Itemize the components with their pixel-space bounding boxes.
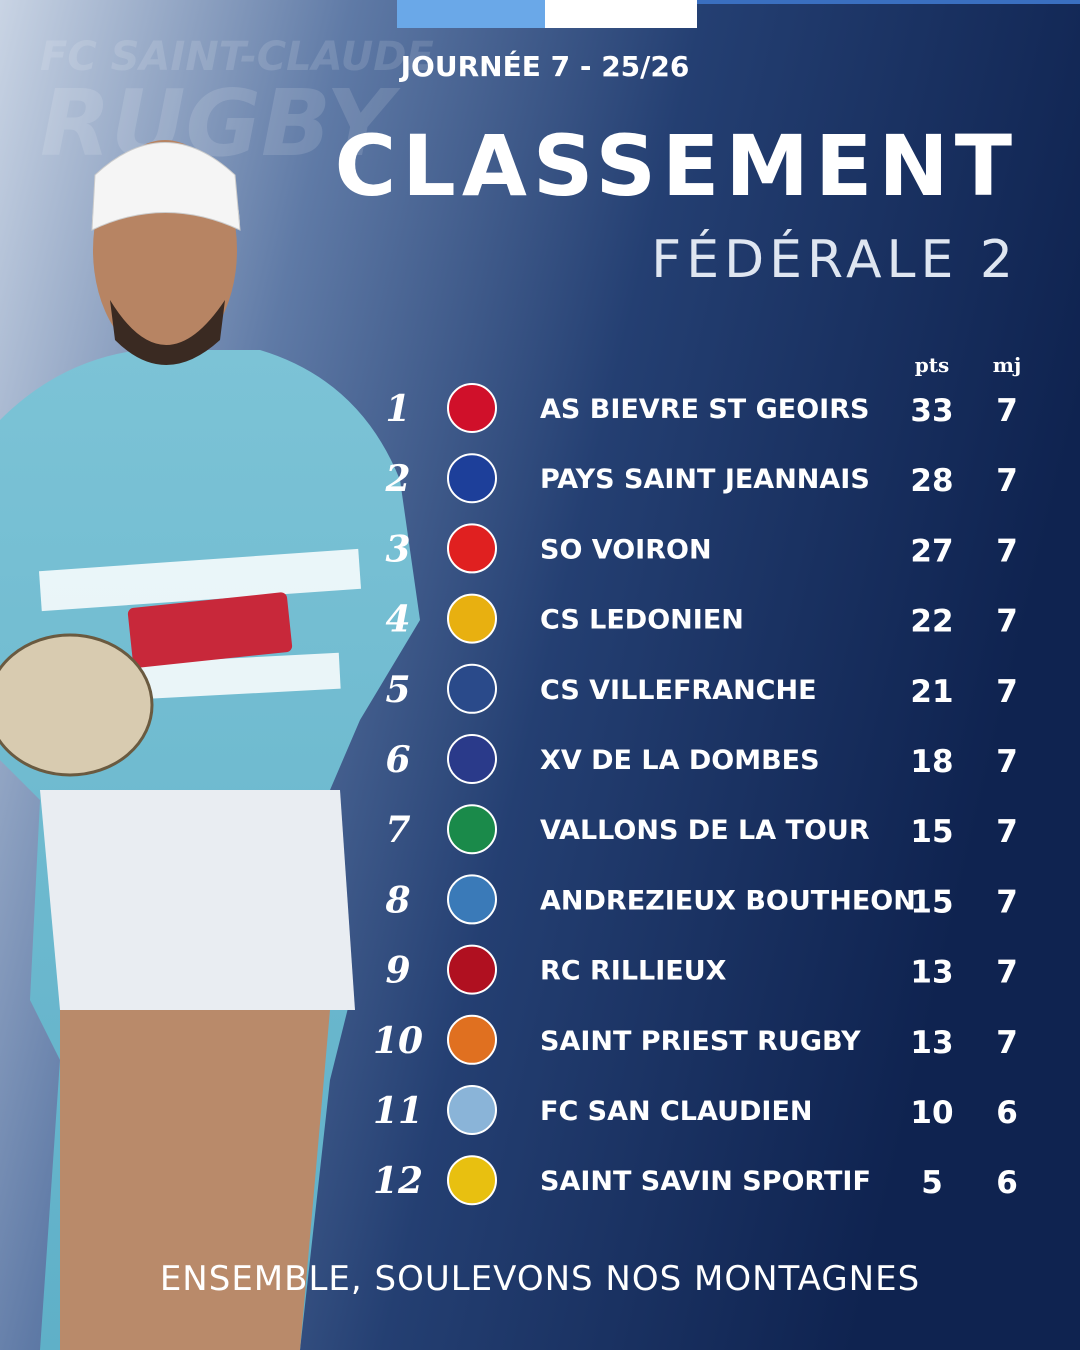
player-photo xyxy=(0,140,420,1350)
points: 18 xyxy=(910,744,953,780)
points: 15 xyxy=(910,814,953,850)
rank: 3 xyxy=(385,528,410,570)
rank: 4 xyxy=(385,599,410,641)
rank: 7 xyxy=(385,809,410,851)
team-name: SAINT PRIEST RUGBY xyxy=(540,1026,861,1057)
points: 15 xyxy=(910,884,953,920)
standings-row: 9 RC RILLIEUX 13 7 xyxy=(385,944,1018,995)
points: 5 xyxy=(921,1165,943,1201)
team-logo xyxy=(447,1014,497,1065)
team-name: SO VOIRON xyxy=(540,534,712,565)
standings-row: 3 SO VOIRON 27 7 xyxy=(385,523,1018,574)
rank: 5 xyxy=(385,669,410,711)
top-bar xyxy=(397,0,545,28)
rank: 10 xyxy=(373,1020,423,1062)
standings-table: pts mj 1 AS BIEVRE ST GEOIRS 33 7 2 PAYS SAINT … xyxy=(373,353,1021,1206)
subtitle: FÉDÉRALE 2 xyxy=(651,229,1018,290)
team-name: PAYS SAINT JEANNAIS xyxy=(540,464,870,495)
matches-played: 6 xyxy=(996,1095,1018,1131)
matches-played: 7 xyxy=(996,674,1018,710)
matches-played: 7 xyxy=(996,393,1018,429)
team-logo xyxy=(447,804,497,855)
matchday: JOURNÉE 7 - 25/26 xyxy=(399,49,690,83)
top-bar xyxy=(545,0,697,28)
matches-played: 7 xyxy=(996,814,1018,850)
matches-played: 7 xyxy=(996,744,1018,780)
team-name: CS VILLEFRANCHE xyxy=(540,675,817,706)
footer-slogan: ENSEMBLE, SOULEVONS NOS MONTAGNES xyxy=(160,1259,920,1299)
standings-row: 4 CS LEDONIEN 22 7 xyxy=(385,593,1018,644)
team-logo xyxy=(447,663,497,714)
team-logo xyxy=(447,1085,497,1135)
team-logo xyxy=(447,383,497,433)
team-logo xyxy=(447,944,497,995)
team-name: SAINT SAVIN SPORTIF xyxy=(540,1166,871,1197)
team-logo xyxy=(447,593,497,644)
watermark: FC SAINT-CLAUDE xyxy=(40,34,434,80)
standings-row: 10 SAINT PRIEST RUGBY 13 7 xyxy=(373,1014,1018,1065)
rank: 6 xyxy=(385,739,410,781)
points: 21 xyxy=(910,674,953,710)
team-name: ANDREZIEUX BOUTHEON xyxy=(540,885,916,916)
rank: 1 xyxy=(385,388,410,430)
team-logo xyxy=(447,523,497,574)
rank: 8 xyxy=(384,879,410,921)
team-logo xyxy=(447,453,497,504)
points: 22 xyxy=(910,604,953,640)
points: 33 xyxy=(910,393,953,429)
matches-played: 7 xyxy=(996,1025,1018,1061)
matches-played: 6 xyxy=(996,1165,1018,1201)
team-name: FC SAN CLAUDIEN xyxy=(540,1096,813,1127)
standings-row: 7 VALLONS DE LA TOUR 15 7 xyxy=(385,804,1018,855)
standings-row: 2 PAYS SAINT JEANNAIS 28 7 xyxy=(384,453,1018,504)
points: 28 xyxy=(910,463,953,499)
matches-played: 7 xyxy=(996,955,1018,991)
title: CLASSEMENT xyxy=(335,117,1018,215)
team-name: VALLONS DE LA TOUR xyxy=(540,815,870,846)
column-header: pts xyxy=(915,353,949,377)
team-logo xyxy=(447,734,497,784)
matches-played: 7 xyxy=(996,604,1018,640)
standings-row: 1 AS BIEVRE ST GEOIRS 33 7 xyxy=(385,383,1018,433)
matches-played: 7 xyxy=(996,884,1018,920)
standings-row: 6 XV DE LA DOMBES 18 7 xyxy=(385,734,1018,784)
team-logo xyxy=(447,1155,497,1206)
points: 27 xyxy=(910,533,953,569)
rank: 9 xyxy=(385,950,410,992)
standings-row: 12 SAINT SAVIN SPORTIF 5 6 xyxy=(373,1155,1018,1206)
team-name: RC RILLIEUX xyxy=(540,956,727,987)
points: 13 xyxy=(910,955,953,991)
column-header: mj xyxy=(993,353,1021,377)
team-name: XV DE LA DOMBES xyxy=(540,745,820,776)
points: 13 xyxy=(910,1025,953,1061)
matches-played: 7 xyxy=(996,533,1018,569)
matches-played: 7 xyxy=(996,463,1018,499)
team-name: AS BIEVRE ST GEOIRS xyxy=(540,394,869,425)
watermark: RUGBY xyxy=(40,70,401,177)
standings-row: 5 CS VILLEFRANCHE 21 7 xyxy=(385,663,1018,714)
top-bar xyxy=(697,0,1080,4)
rank: 12 xyxy=(373,1160,423,1202)
team-name: CS LEDONIEN xyxy=(540,605,744,636)
standings-row: 11 FC SAN CLAUDIEN 10 6 xyxy=(373,1085,1018,1135)
points: 10 xyxy=(910,1095,953,1131)
team-logo xyxy=(447,874,497,925)
rank: 2 xyxy=(384,458,410,500)
rank: 11 xyxy=(373,1090,423,1132)
